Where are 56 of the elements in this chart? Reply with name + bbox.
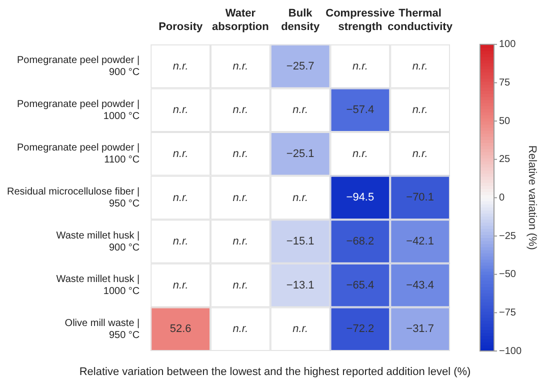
data-label: −72.2 bbox=[346, 323, 374, 336]
color-bar-title: Relative variation (%) bbox=[526, 145, 538, 250]
text: n.r. bbox=[232, 60, 248, 72]
data-label: −57.4 bbox=[346, 104, 374, 116]
y-tick-label: Pomegranate peel powder | 1000 °C bbox=[16, 98, 140, 122]
text: n.r. bbox=[172, 279, 188, 292]
data-label: −25.7 bbox=[286, 60, 314, 72]
text: n.r. bbox=[292, 323, 308, 336]
text: n.r. bbox=[172, 104, 188, 116]
text: n.r. bbox=[412, 60, 428, 72]
text: n.r. bbox=[232, 323, 248, 336]
text: n.r. bbox=[412, 148, 428, 160]
data-label: −25.1 bbox=[286, 148, 314, 160]
color-bar-label: 0 bbox=[499, 192, 505, 204]
color-bar-label: −75 bbox=[499, 307, 516, 318]
text: n.r. bbox=[232, 148, 248, 160]
color-bar-label: −25 bbox=[499, 230, 516, 242]
x-tick-label: Porosity bbox=[158, 20, 204, 33]
y-tick-label: Waste millet husk | 900 °C bbox=[56, 230, 140, 254]
color-bar-label: −50 bbox=[499, 269, 516, 280]
text: n.r. bbox=[412, 104, 428, 116]
text: n.r. bbox=[352, 60, 368, 72]
text: n.r. bbox=[292, 104, 308, 116]
color-bar-label: −100 bbox=[499, 346, 522, 357]
data-label: −43.4 bbox=[406, 279, 434, 292]
text: n.r. bbox=[352, 148, 368, 160]
y-tick-label: Olive mill waste | 950 °C bbox=[64, 318, 140, 341]
y-tick-label: Waste millet husk | 1000 °C bbox=[56, 274, 140, 298]
text: n.r. bbox=[232, 192, 248, 204]
text: n.r. bbox=[232, 279, 248, 292]
data-label: −13.1 bbox=[286, 279, 314, 292]
data-label: −68.2 bbox=[346, 236, 374, 248]
text: n.r. bbox=[172, 192, 188, 204]
text: n.r. bbox=[232, 236, 248, 248]
text: n.r. bbox=[172, 148, 188, 160]
data-label: −94.5 bbox=[346, 192, 374, 204]
text: n.r. bbox=[172, 60, 188, 72]
data-label: −42.1 bbox=[406, 236, 434, 248]
x-tick-label: Water absorption bbox=[212, 8, 270, 33]
text: n.r. bbox=[292, 192, 308, 204]
data-label: −70.1 bbox=[406, 192, 434, 204]
text: n.r. bbox=[232, 104, 248, 116]
x-axis-title: Relative variation between the lowest and the highest reported addition level (%) bbox=[79, 366, 471, 378]
x-tick-label: Bulk density bbox=[281, 8, 320, 33]
data-label: −31.7 bbox=[406, 323, 434, 336]
color-bar-label: 100 bbox=[499, 39, 516, 50]
data-label: −65.4 bbox=[346, 279, 374, 292]
y-tick-label: Pomegranate peel powder | 900 °C bbox=[16, 55, 140, 78]
data-label: 52.6 bbox=[170, 323, 192, 336]
color-bar-label: 25 bbox=[499, 154, 511, 166]
color-bar-label: 75 bbox=[499, 77, 511, 88]
y-tick-label: Residual microcellulose fiber | 950 °C bbox=[6, 186, 140, 210]
y-tick-label: Pomegranate peel powder | 1100 °C bbox=[16, 142, 140, 166]
text: n.r. bbox=[172, 236, 188, 248]
color-bar-label: 50 bbox=[499, 116, 511, 127]
data-label: −15.1 bbox=[286, 236, 314, 248]
